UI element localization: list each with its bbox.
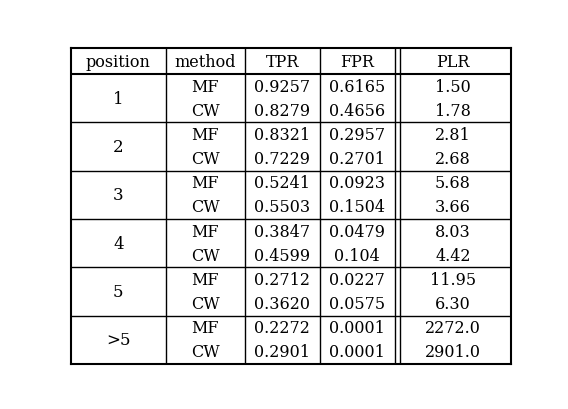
Text: 0.5503: 0.5503 (254, 199, 310, 216)
Text: method: method (174, 54, 236, 70)
Text: 11.95: 11.95 (430, 271, 476, 288)
Text: 1: 1 (113, 90, 124, 108)
Text: 0.4599: 0.4599 (254, 247, 310, 264)
Text: 0.8321: 0.8321 (254, 127, 310, 144)
Text: 0.0001: 0.0001 (329, 344, 385, 360)
Text: 2.81: 2.81 (435, 127, 471, 144)
Text: 0.9257: 0.9257 (254, 79, 310, 95)
Text: 6.30: 6.30 (435, 295, 471, 312)
Text: 2.68: 2.68 (435, 151, 471, 168)
Text: 0.3620: 0.3620 (254, 295, 310, 312)
Text: position: position (86, 54, 151, 70)
Text: 0.0479: 0.0479 (329, 223, 385, 240)
Text: TPR: TPR (266, 54, 299, 70)
Text: 1.50: 1.50 (435, 79, 471, 95)
Text: 0.3847: 0.3847 (254, 223, 310, 240)
Text: 0.2957: 0.2957 (329, 127, 385, 144)
Text: 2901.0: 2901.0 (425, 344, 481, 360)
Text: 8.03: 8.03 (435, 223, 471, 240)
Text: 2: 2 (113, 139, 124, 156)
Text: MF: MF (191, 223, 219, 240)
Text: MF: MF (191, 271, 219, 288)
Text: MF: MF (191, 79, 219, 95)
Text: 0.0923: 0.0923 (329, 175, 385, 192)
Text: CW: CW (191, 103, 220, 119)
Text: CW: CW (191, 295, 220, 312)
Text: 3: 3 (113, 187, 124, 204)
Text: 0.8279: 0.8279 (254, 103, 310, 119)
Text: MF: MF (191, 127, 219, 144)
Text: 0.2701: 0.2701 (329, 151, 385, 168)
Text: 5.68: 5.68 (435, 175, 471, 192)
Text: 2272.0: 2272.0 (425, 319, 481, 336)
Text: 0.5241: 0.5241 (254, 175, 310, 192)
Text: 0.6165: 0.6165 (329, 79, 385, 95)
Text: PLR: PLR (436, 54, 470, 70)
Text: MF: MF (191, 319, 219, 336)
Text: CW: CW (191, 247, 220, 264)
Text: 0.0001: 0.0001 (329, 319, 385, 336)
Text: 5: 5 (113, 283, 124, 300)
Text: FPR: FPR (340, 54, 374, 70)
Text: 1.78: 1.78 (435, 103, 471, 119)
Text: 0.1504: 0.1504 (329, 199, 385, 216)
Text: >5: >5 (106, 331, 131, 348)
Text: CW: CW (191, 199, 220, 216)
Text: 0.0575: 0.0575 (329, 295, 385, 312)
Text: CW: CW (191, 151, 220, 168)
Text: 0.2901: 0.2901 (254, 344, 310, 360)
Text: 4: 4 (113, 235, 124, 252)
Text: 0.7229: 0.7229 (254, 151, 310, 168)
Text: 4.42: 4.42 (435, 247, 471, 264)
Text: CW: CW (191, 344, 220, 360)
Text: 0.2712: 0.2712 (254, 271, 310, 288)
Text: 0.4656: 0.4656 (329, 103, 385, 119)
Text: 0.104: 0.104 (334, 247, 380, 264)
Text: 0.2272: 0.2272 (254, 319, 310, 336)
Text: MF: MF (191, 175, 219, 192)
Text: 3.66: 3.66 (435, 199, 471, 216)
Text: 0.0227: 0.0227 (329, 271, 385, 288)
